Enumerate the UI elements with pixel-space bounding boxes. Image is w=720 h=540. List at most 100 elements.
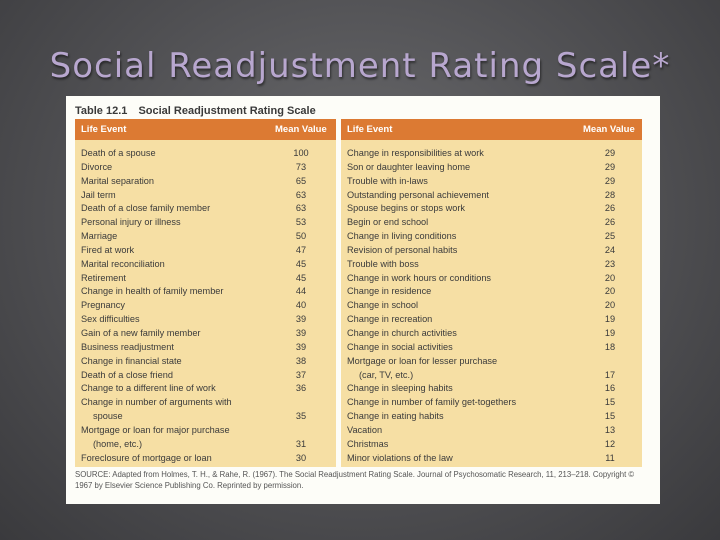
mean-value-cell: 19 bbox=[604, 327, 616, 338]
mean-value-cell: 13 bbox=[604, 424, 616, 435]
table-row: (car, TV, etc.) 17 bbox=[341, 369, 642, 383]
life-event-cell: Change in number of family get-togethers bbox=[347, 397, 517, 408]
table-row: Minor violations of the law 11 bbox=[341, 452, 642, 466]
life-event-cell: Mortgage or loan for major purchase bbox=[81, 424, 230, 435]
mean-value-cell: 19 bbox=[604, 314, 616, 325]
mean-value-cell: 50 bbox=[295, 231, 307, 242]
mean-value-cell: 38 bbox=[295, 355, 307, 366]
table-row: Spouse begins or stops work 26 bbox=[341, 202, 642, 216]
table-row: Son or daughter leaving home 29 bbox=[341, 161, 642, 175]
mean-value-cell: 17 bbox=[604, 369, 616, 380]
mean-value-cell: 45 bbox=[295, 272, 307, 283]
mean-value-cell: 63 bbox=[295, 203, 307, 214]
mean-value-cell: 26 bbox=[604, 203, 616, 214]
mean-value-cell: 44 bbox=[295, 286, 307, 297]
life-event-cell: Change in health of family member bbox=[81, 286, 224, 297]
life-event-cell: Trouble with boss bbox=[347, 258, 419, 269]
mean-value-cell: 73 bbox=[295, 161, 307, 172]
mean-value-cell: 23 bbox=[604, 258, 616, 269]
life-event-cell: Change in eating habits bbox=[347, 411, 444, 422]
table-row: Divorce 73 bbox=[75, 161, 336, 175]
left-rows: Death of a spouse 100 Divorce 73 Marital sep… bbox=[75, 147, 336, 465]
table-row: Death of a spouse 100 bbox=[75, 147, 336, 161]
table-row: Fired at work 47 bbox=[75, 244, 336, 258]
table-number: Table 12.1 bbox=[75, 105, 128, 117]
life-event-cell: Death of a spouse bbox=[81, 148, 156, 158]
table-row: Change in work hours or conditions 20 bbox=[341, 272, 642, 286]
life-event-header: Life Event bbox=[347, 124, 393, 135]
table-row: Personal injury or illness 53 bbox=[75, 216, 336, 230]
table-row: Foreclosure of mortgage or loan 30 bbox=[75, 452, 336, 466]
table-row: Marital reconciliation 45 bbox=[75, 258, 336, 272]
life-event-cell: Foreclosure of mortgage or loan bbox=[81, 452, 212, 463]
mean-value-cell: 35 bbox=[295, 411, 307, 422]
mean-value-cell: 37 bbox=[295, 369, 307, 380]
table-row: Begin or end school 26 bbox=[341, 216, 642, 230]
table-row: Change in church activities 19 bbox=[341, 327, 642, 341]
life-event-cell: Change to a different line of work bbox=[81, 383, 216, 394]
life-event-cell: Change in financial state bbox=[81, 355, 182, 366]
table-page: Table 12.1 Social Readjustment Rating Sc… bbox=[66, 96, 660, 504]
table-row: Change in financial state 38 bbox=[75, 355, 336, 369]
table-row: Marriage 50 bbox=[75, 230, 336, 244]
mean-value-cell: 31 bbox=[295, 438, 307, 449]
mean-value-cell: 26 bbox=[604, 217, 616, 228]
mean-value-cell: 39 bbox=[295, 341, 307, 352]
table-row: Change in number of family get-togethers… bbox=[341, 396, 642, 410]
mean-value-cell: 16 bbox=[604, 383, 616, 394]
table-row: Pregnancy 40 bbox=[75, 299, 336, 313]
table-row: Trouble with in-laws 29 bbox=[341, 175, 642, 189]
table-row: Vacation 13 bbox=[341, 424, 642, 438]
table-row: Change in living conditions 25 bbox=[341, 230, 642, 244]
mean-value-cell: 45 bbox=[295, 258, 307, 269]
life-event-cell: Marriage bbox=[81, 231, 118, 242]
mean-value-cell: 20 bbox=[604, 300, 616, 311]
life-event-cell: Change in number of arguments with bbox=[81, 397, 232, 408]
table-row: Change in recreation 19 bbox=[341, 313, 642, 327]
right-table-panel: Life Event Mean Value Change in responsi… bbox=[341, 119, 642, 467]
mean-value-cell: 39 bbox=[295, 327, 307, 338]
life-event-cell: Personal injury or illness bbox=[81, 217, 181, 228]
left-table-panel: Life Event Mean Value Death of a spouse 1… bbox=[75, 119, 336, 467]
life-event-cell: Change in school bbox=[347, 300, 418, 311]
source-note: SOURCE: Adapted from Holmes, T. H., & Ra… bbox=[75, 470, 635, 490]
mean-value-cell: 15 bbox=[604, 411, 616, 422]
table-title: Social Readjustment Rating Scale bbox=[138, 105, 316, 117]
table-row: Gain of a new family member 39 bbox=[75, 327, 336, 341]
table-row: Change in social activities 18 bbox=[341, 341, 642, 355]
table-row: Mortgage or loan for lesser purchase bbox=[341, 355, 642, 369]
life-event-cell: Mortgage or loan for lesser purchase bbox=[347, 355, 498, 366]
life-event-cell: Marital separation bbox=[81, 175, 155, 186]
life-event-cell: Change in responsibilities at work bbox=[347, 148, 484, 158]
mean-value-cell: 65 bbox=[295, 175, 307, 186]
life-event-header: Life Event bbox=[81, 124, 127, 135]
life-event-cell: Begin or end school bbox=[347, 217, 429, 228]
mean-value-cell: 63 bbox=[295, 189, 307, 200]
mean-value-cell: 12 bbox=[604, 438, 616, 449]
mean-value-cell: 39 bbox=[295, 314, 307, 325]
life-event-cell: Trouble with in-laws bbox=[347, 175, 428, 186]
slide-title: Social Readjustment Rating Scale* bbox=[49, 46, 671, 86]
mean-value-cell: 40 bbox=[295, 300, 307, 311]
life-event-cell: Death of a close family member bbox=[81, 203, 211, 214]
mean-value-cell: 20 bbox=[604, 286, 616, 297]
life-event-cell: Change in church activities bbox=[347, 327, 457, 338]
mean-value-cell: 30 bbox=[295, 452, 307, 463]
table-row: Jail term 63 bbox=[75, 189, 336, 203]
life-event-cell: (home, etc.) bbox=[93, 438, 143, 449]
life-event-cell: Son or daughter leaving home bbox=[347, 161, 471, 172]
life-event-cell: Change in recreation bbox=[347, 314, 433, 325]
right-table-header: Life Event Mean Value bbox=[341, 119, 642, 140]
table-row: Death of a close family member 63 bbox=[75, 202, 336, 216]
life-event-cell: Outstanding personal achievement bbox=[347, 189, 489, 200]
table-row: Christmas 12 bbox=[341, 438, 642, 452]
life-event-cell: Retirement bbox=[81, 272, 126, 283]
table-row: Change in school 20 bbox=[341, 299, 642, 313]
life-event-cell: Vacation bbox=[347, 424, 383, 435]
life-event-cell: Minor violations of the law bbox=[347, 452, 453, 463]
life-event-cell: Business readjustment bbox=[81, 341, 174, 352]
table-row: Change in sleeping habits 16 bbox=[341, 382, 642, 396]
life-event-cell: Revision of personal habits bbox=[347, 244, 458, 255]
mean-value-cell: 29 bbox=[604, 161, 616, 172]
life-event-cell: Change in sleeping habits bbox=[347, 383, 453, 394]
